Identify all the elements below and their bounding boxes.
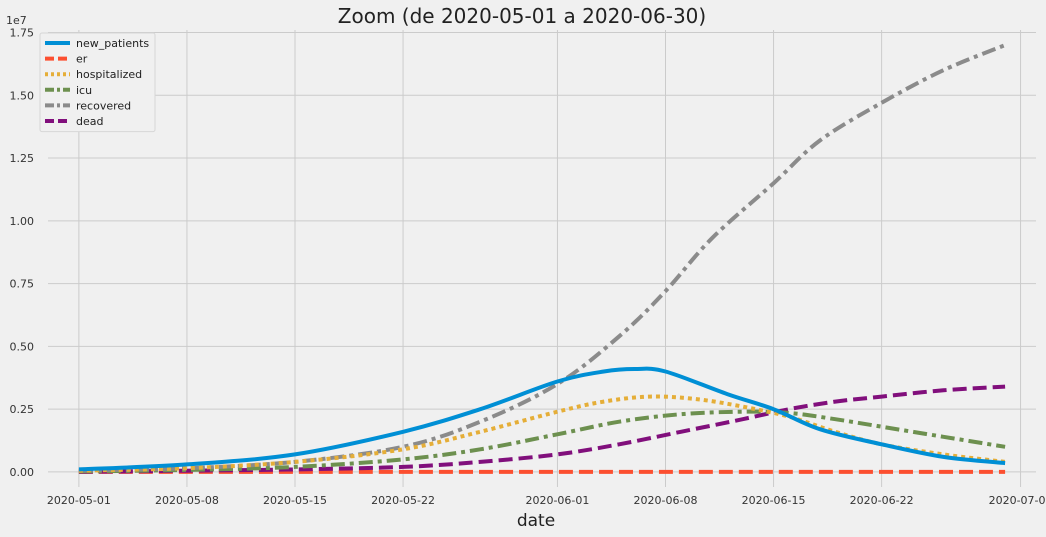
y-tick-label: 0.75: [10, 278, 35, 291]
x-tick-label: 2020-07-01: [989, 494, 1046, 507]
y-axis-ticks: 0.00 0.25 0.50 0.75 1.00 1.25 1.50 1.75: [10, 27, 35, 479]
x-axis-label: date: [517, 511, 555, 531]
x-tick-label: 2020-05-15: [263, 494, 327, 507]
legend-label-er: er: [76, 53, 88, 66]
series-layer: [78, 43, 1006, 474]
legend-label-new-patients: new_patients: [76, 37, 149, 50]
legend-label-recovered: recovered: [76, 99, 131, 112]
x-tick-label: 2020-05-08: [155, 494, 219, 507]
y-tick-label: 1.75: [10, 27, 35, 40]
y-tick-label: 0.50: [10, 340, 35, 353]
x-tick-label: 2020-06-01: [525, 494, 589, 507]
legend-label-dead: dead: [76, 115, 103, 128]
chart-title: Zoom (de 2020-05-01 a 2020-06-30): [338, 4, 706, 28]
y-tick-label: 0.25: [10, 403, 35, 416]
x-tick-label: 2020-06-15: [742, 494, 806, 507]
series-line-icu: [78, 409, 1006, 474]
legend-label-hospitalized: hospitalized: [76, 68, 142, 81]
y-tick-label: 1.50: [10, 89, 35, 102]
series-line-new-patients: [78, 366, 1006, 472]
y-tick-label: 0.00: [10, 466, 35, 479]
y-tick-label: 1.00: [10, 215, 35, 228]
series-line-dead: [78, 384, 1006, 474]
series-line-hospitalized: [78, 394, 1006, 473]
x-tick-label: 2020-05-01: [47, 494, 111, 507]
x-tick-label: 2020-06-08: [634, 494, 698, 507]
x-tick-label: 2020-05-22: [371, 494, 435, 507]
x-axis-ticks: 2020-05-01 2020-05-08 2020-05-15 2020-05-22…: [47, 494, 1046, 507]
legend-label-icu: icu: [76, 84, 92, 97]
y-tick-label: 1.25: [10, 152, 35, 165]
x-tick-label: 2020-06-22: [850, 494, 914, 507]
y-axis-offset-label: 1e7: [6, 14, 27, 27]
